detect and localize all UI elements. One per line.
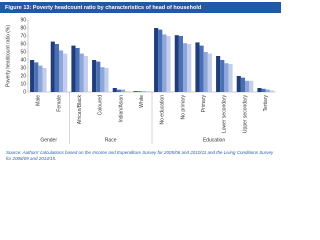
title-band <box>0 2 281 13</box>
bar <box>112 88 117 92</box>
x-tick-label: Coloured <box>98 95 104 116</box>
x-tick-label: Lower secondary <box>222 95 228 134</box>
y-tick-label: 10 <box>20 81 26 87</box>
bar <box>178 36 183 92</box>
bar <box>249 80 254 92</box>
bar <box>125 91 130 92</box>
bar <box>224 63 229 92</box>
bar <box>154 28 159 92</box>
y-tick-label: 50 <box>20 49 26 55</box>
y-axis-label: Poverty headcount ratio (%) <box>5 25 11 87</box>
bar <box>269 90 274 92</box>
group-label: Race <box>105 137 117 143</box>
bar <box>75 48 80 92</box>
x-tick-label: Upper secondary <box>242 95 248 134</box>
bar <box>63 53 68 92</box>
x-tick-label: No education <box>160 95 166 125</box>
bar <box>50 41 55 92</box>
bar <box>236 76 241 92</box>
bar <box>265 89 270 92</box>
y-tick-label: 30 <box>20 65 26 71</box>
bar <box>228 64 233 92</box>
y-tick-label: 0 <box>23 89 26 95</box>
x-tick-label: Indian/Asian <box>118 95 124 123</box>
bar <box>59 50 64 92</box>
bar <box>79 53 84 92</box>
source-note: Source: Authors' calculations based on t… <box>6 150 274 161</box>
bar <box>100 67 105 92</box>
bar <box>162 34 167 92</box>
bar <box>187 44 192 92</box>
bar <box>34 62 39 92</box>
x-tick-label: Tertiary <box>263 95 269 112</box>
bar <box>216 56 221 92</box>
bar <box>141 91 146 92</box>
bar <box>166 36 171 92</box>
bar <box>207 53 212 92</box>
y-tick-label: 60 <box>20 41 26 47</box>
bar <box>195 42 200 92</box>
x-tick-label: Primary <box>201 95 207 113</box>
group-label: Education <box>203 137 225 143</box>
bar <box>83 56 88 92</box>
bar <box>42 68 47 92</box>
bar <box>30 60 35 92</box>
y-tick-label: 70 <box>20 33 26 39</box>
bar <box>38 65 43 92</box>
group-label: Gender <box>40 137 57 143</box>
bar <box>104 68 109 92</box>
bar <box>137 91 142 92</box>
x-tick-label: African/Black <box>77 95 83 125</box>
bar <box>183 43 188 92</box>
bar <box>220 60 225 92</box>
bar <box>245 80 250 92</box>
bar <box>145 91 150 92</box>
bar <box>96 61 101 92</box>
y-tick-label: 80 <box>20 25 26 31</box>
x-tick-label: White <box>139 95 145 108</box>
bar <box>71 45 76 92</box>
bar <box>133 91 138 92</box>
bar <box>92 60 97 92</box>
bar <box>121 89 126 92</box>
chart-title: Figure 13: Poverty headcount ratio by ch… <box>5 5 201 11</box>
bar <box>257 88 262 92</box>
bar <box>174 35 179 92</box>
chart: Figure 13: Poverty headcount ratio by ch… <box>0 2 281 144</box>
y-tick-label: 20 <box>20 73 26 79</box>
x-tick-label: Male <box>36 95 42 106</box>
bar <box>199 45 204 92</box>
x-tick-label: Female <box>56 95 62 112</box>
bar <box>116 89 121 92</box>
bar <box>203 52 208 92</box>
page: Figure 13: Poverty headcount ratio by ch… <box>0 2 281 161</box>
bar <box>54 44 59 92</box>
bar <box>158 29 163 93</box>
x-tick-label: No primary <box>180 95 186 120</box>
y-tick-label: 40 <box>20 57 26 63</box>
bar <box>240 77 245 92</box>
bar <box>261 88 266 92</box>
y-tick-label: 90 <box>20 17 26 23</box>
